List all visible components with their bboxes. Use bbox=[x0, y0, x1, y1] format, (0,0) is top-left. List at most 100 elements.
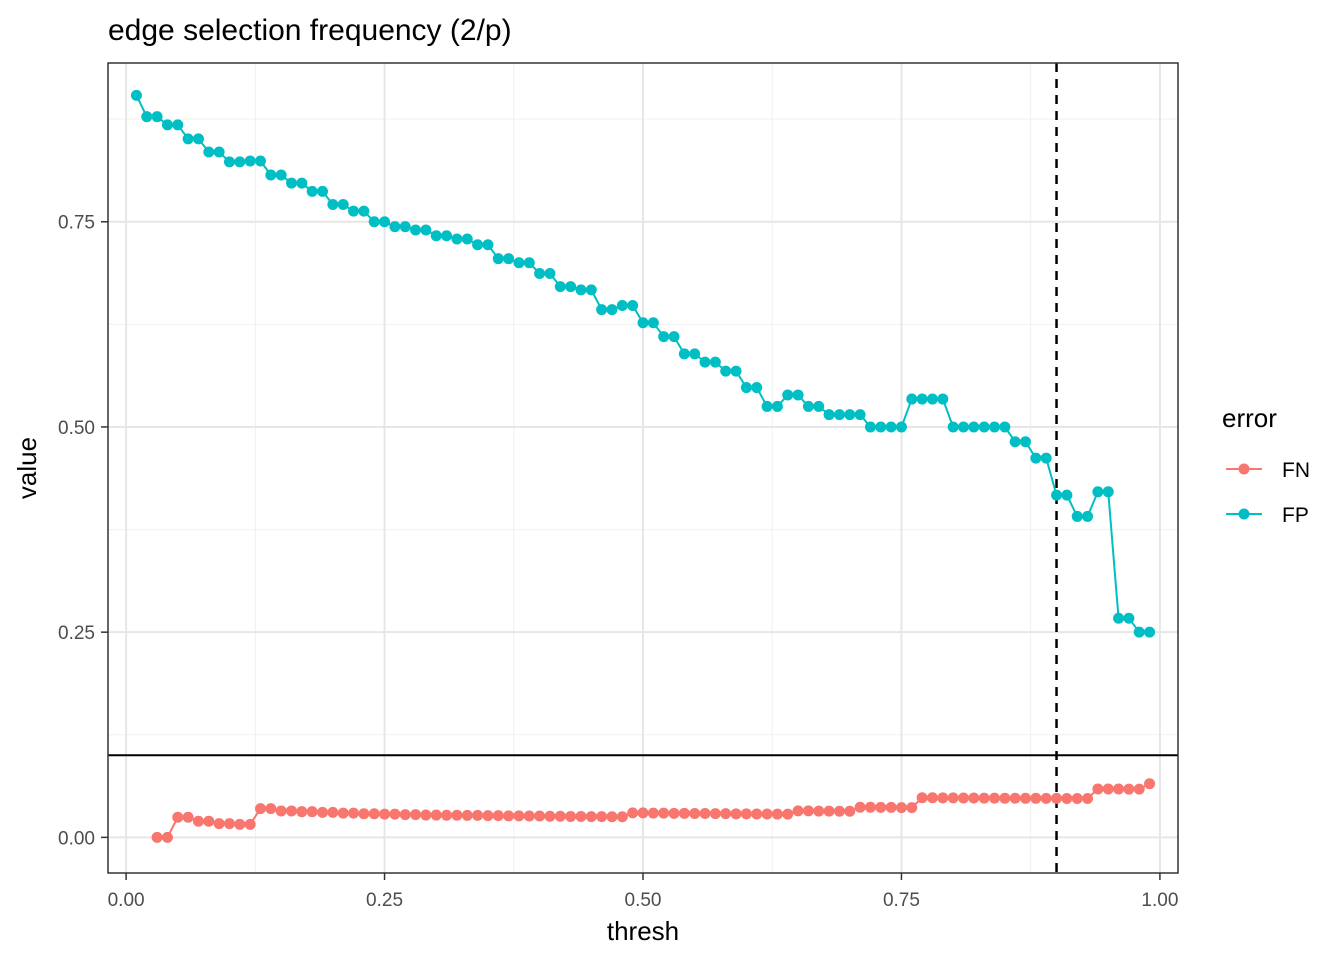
y-tick-label: 0.50 bbox=[58, 418, 95, 439]
x-tick-label: 0.75 bbox=[883, 890, 920, 911]
data-point-fp bbox=[203, 146, 215, 158]
data-point-fn bbox=[368, 808, 380, 820]
x-tick-label: 0.25 bbox=[366, 890, 403, 911]
legend-entry-fn: FN bbox=[1226, 459, 1310, 482]
series-layer bbox=[130, 89, 1156, 843]
data-point-fp bbox=[410, 224, 422, 236]
data-point-fn bbox=[1030, 792, 1042, 804]
data-point-fp bbox=[689, 348, 701, 360]
data-point-fp bbox=[565, 281, 577, 293]
data-point-fp bbox=[234, 156, 246, 168]
reference-lines bbox=[108, 63, 1178, 873]
data-point-fn bbox=[606, 811, 618, 823]
data-point-fn bbox=[441, 809, 453, 821]
data-point-fp bbox=[1061, 489, 1073, 501]
data-point-fp bbox=[399, 221, 411, 233]
data-point-fp bbox=[844, 409, 856, 421]
data-point-fn bbox=[906, 802, 918, 814]
data-point-fp bbox=[472, 239, 484, 251]
legend: error FN FP bbox=[1222, 403, 1310, 527]
data-point-fp bbox=[130, 89, 142, 101]
data-point-fn bbox=[771, 808, 783, 820]
data-point-fp bbox=[627, 299, 639, 311]
data-point-fp bbox=[875, 421, 887, 433]
data-point-fp bbox=[751, 382, 763, 394]
data-point-fp bbox=[647, 317, 659, 329]
data-point-fn bbox=[306, 806, 318, 818]
data-point-fp bbox=[606, 304, 618, 316]
data-point-fn bbox=[751, 808, 763, 820]
data-point-fp bbox=[678, 348, 690, 360]
data-point-fp bbox=[286, 177, 298, 189]
x-tick-label: 1.00 bbox=[1141, 890, 1178, 911]
data-point-fp bbox=[513, 257, 525, 269]
data-point-fn bbox=[554, 810, 566, 822]
data-point-fp bbox=[337, 199, 349, 211]
data-point-fn bbox=[1051, 792, 1063, 804]
data-point-fp bbox=[823, 409, 835, 421]
data-point-fn bbox=[937, 792, 949, 804]
data-point-fp bbox=[885, 421, 897, 433]
data-point-fp bbox=[430, 230, 442, 242]
data-point-fp bbox=[461, 233, 473, 245]
data-point-fn bbox=[379, 808, 391, 820]
data-point-fp bbox=[658, 331, 670, 343]
data-point-fn bbox=[720, 808, 732, 820]
data-point-fp bbox=[254, 155, 266, 167]
data-point-fp bbox=[1040, 452, 1052, 464]
data-point-fp bbox=[585, 284, 597, 296]
data-point-fp bbox=[482, 239, 494, 251]
data-point-fn bbox=[761, 808, 773, 820]
data-point-fp bbox=[854, 409, 866, 421]
data-point-fp bbox=[833, 409, 845, 421]
data-point-fn bbox=[420, 809, 432, 821]
data-point-fp bbox=[368, 216, 380, 228]
data-point-fn bbox=[885, 801, 897, 813]
data-point-fn bbox=[988, 792, 1000, 804]
data-point-fp bbox=[192, 133, 204, 145]
data-point-fn bbox=[1144, 778, 1156, 790]
data-point-fn bbox=[337, 807, 349, 819]
data-point-fn bbox=[492, 810, 504, 822]
data-point-fn bbox=[544, 810, 556, 822]
data-point-fp bbox=[596, 304, 608, 316]
data-point-fp bbox=[265, 169, 277, 181]
data-point-fp bbox=[296, 177, 308, 189]
data-point-fn bbox=[782, 808, 794, 820]
data-point-fn bbox=[565, 810, 577, 822]
data-point-fn bbox=[844, 805, 856, 817]
data-point-fn bbox=[833, 805, 845, 817]
data-point-fn bbox=[668, 807, 680, 819]
data-point-fn bbox=[1061, 792, 1073, 804]
data-point-fn bbox=[1009, 792, 1021, 804]
data-point-fp bbox=[1144, 626, 1156, 638]
x-tick-label: 0.00 bbox=[108, 890, 145, 911]
data-point-fn bbox=[699, 807, 711, 819]
data-point-fn bbox=[482, 810, 494, 822]
data-point-fp bbox=[389, 221, 401, 233]
data-point-fp bbox=[957, 421, 969, 433]
data-point-fn bbox=[461, 809, 473, 821]
data-point-fp bbox=[554, 281, 566, 293]
data-point-fn bbox=[534, 810, 546, 822]
data-point-fp bbox=[451, 233, 463, 245]
data-point-fp bbox=[637, 317, 649, 329]
chart-title: edge selection frequency (2/p) bbox=[108, 14, 512, 47]
data-point-fn bbox=[585, 811, 597, 823]
data-point-fp bbox=[161, 119, 173, 131]
y-tick-label: 0.25 bbox=[58, 623, 95, 644]
data-point-fn bbox=[327, 806, 339, 818]
data-point-fp bbox=[720, 365, 732, 377]
data-point-fn bbox=[430, 809, 442, 821]
data-point-fn bbox=[802, 805, 814, 817]
y-tick-label: 0.75 bbox=[58, 213, 95, 234]
data-point-fn bbox=[658, 807, 670, 819]
data-point-fn bbox=[947, 792, 959, 804]
data-point-fp bbox=[1009, 436, 1021, 448]
data-point-fn bbox=[1071, 792, 1083, 804]
data-point-fn bbox=[451, 809, 463, 821]
data-point-fn bbox=[1133, 783, 1145, 795]
data-point-fn bbox=[192, 815, 204, 827]
